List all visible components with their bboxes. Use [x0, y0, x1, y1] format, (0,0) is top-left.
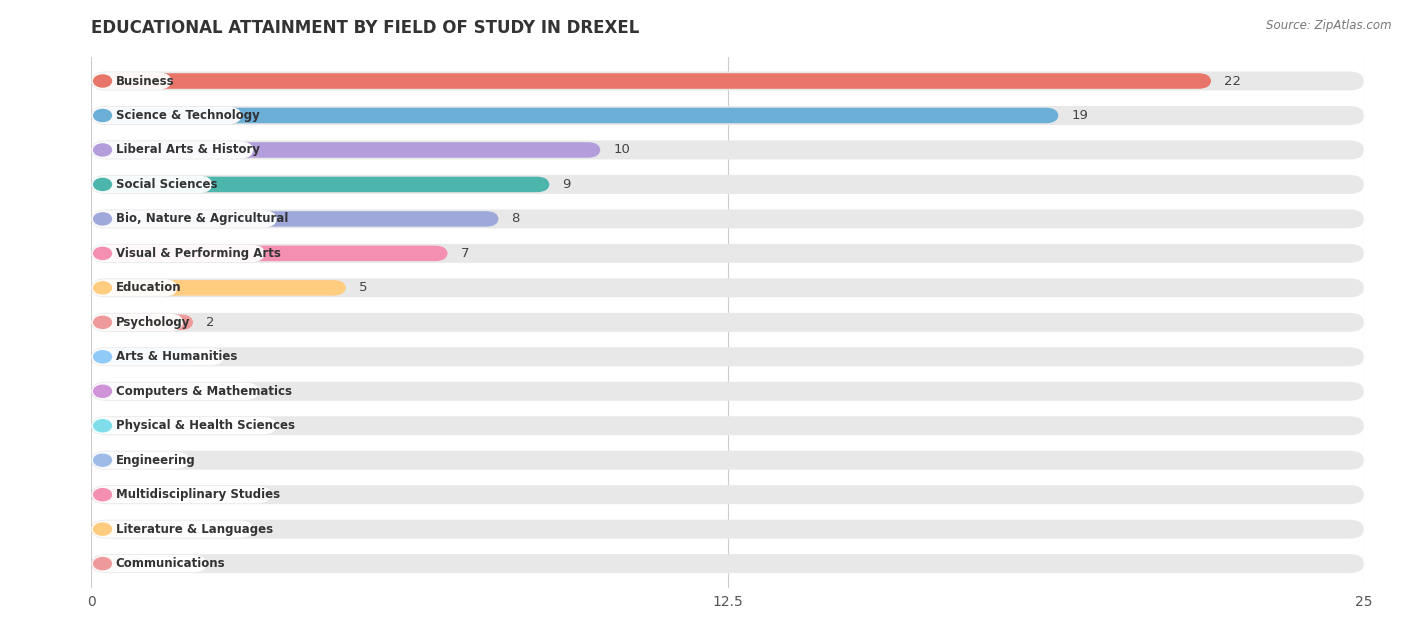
Text: 5: 5 — [359, 281, 367, 295]
FancyBboxPatch shape — [91, 348, 224, 365]
FancyBboxPatch shape — [91, 210, 277, 228]
Text: 19: 19 — [1071, 109, 1088, 122]
FancyBboxPatch shape — [91, 555, 207, 572]
Text: Liberal Arts & History: Liberal Arts & History — [115, 143, 260, 157]
Text: 2: 2 — [205, 350, 214, 363]
Text: Arts & Humanities: Arts & Humanities — [115, 350, 238, 363]
FancyBboxPatch shape — [91, 451, 1364, 470]
FancyBboxPatch shape — [91, 313, 1364, 332]
Text: Science & Technology: Science & Technology — [115, 109, 260, 122]
FancyBboxPatch shape — [91, 382, 1364, 401]
Text: 9: 9 — [562, 178, 571, 191]
FancyBboxPatch shape — [91, 278, 1364, 297]
Circle shape — [94, 178, 111, 190]
Text: Education: Education — [115, 281, 181, 295]
Text: Source: ZipAtlas.com: Source: ZipAtlas.com — [1267, 19, 1392, 32]
FancyBboxPatch shape — [91, 521, 253, 538]
Circle shape — [94, 351, 111, 363]
Text: Communications: Communications — [115, 557, 225, 570]
FancyBboxPatch shape — [91, 71, 1364, 90]
Circle shape — [94, 489, 111, 501]
Circle shape — [94, 316, 111, 329]
Circle shape — [94, 386, 111, 398]
Text: Social Sciences: Social Sciences — [115, 178, 218, 191]
Circle shape — [94, 247, 111, 259]
FancyBboxPatch shape — [91, 520, 1364, 538]
FancyBboxPatch shape — [91, 106, 1364, 125]
Text: Engineering: Engineering — [115, 454, 195, 466]
Text: Bio, Nature & Agricultural: Bio, Nature & Agricultural — [115, 212, 288, 226]
Circle shape — [94, 420, 111, 432]
FancyBboxPatch shape — [91, 486, 271, 503]
Text: Multidisciplinary Studies: Multidisciplinary Studies — [115, 488, 280, 501]
Circle shape — [94, 213, 111, 225]
Circle shape — [94, 454, 111, 466]
FancyBboxPatch shape — [91, 107, 1059, 123]
FancyBboxPatch shape — [91, 177, 550, 192]
FancyBboxPatch shape — [91, 348, 1364, 367]
Text: 0: 0 — [132, 454, 141, 466]
FancyBboxPatch shape — [91, 485, 1364, 504]
FancyBboxPatch shape — [91, 175, 1364, 194]
FancyBboxPatch shape — [91, 418, 120, 434]
FancyBboxPatch shape — [91, 245, 264, 262]
Circle shape — [94, 75, 111, 87]
Text: 2: 2 — [205, 316, 214, 329]
Text: Computers & Mathematics: Computers & Mathematics — [115, 385, 292, 398]
Text: 0: 0 — [132, 557, 141, 570]
FancyBboxPatch shape — [91, 315, 193, 330]
FancyBboxPatch shape — [91, 313, 183, 331]
FancyBboxPatch shape — [91, 453, 120, 468]
Circle shape — [94, 282, 111, 294]
FancyBboxPatch shape — [91, 211, 499, 227]
FancyBboxPatch shape — [91, 73, 172, 90]
FancyBboxPatch shape — [91, 521, 120, 537]
FancyBboxPatch shape — [91, 556, 120, 571]
Text: EDUCATIONAL ATTAINMENT BY FIELD OF STUDY IN DREXEL: EDUCATIONAL ATTAINMENT BY FIELD OF STUDY… — [91, 19, 640, 37]
Text: 8: 8 — [512, 212, 520, 226]
Text: Literature & Languages: Literature & Languages — [115, 523, 273, 536]
FancyBboxPatch shape — [91, 246, 447, 261]
FancyBboxPatch shape — [91, 142, 600, 158]
FancyBboxPatch shape — [91, 382, 259, 400]
FancyBboxPatch shape — [91, 176, 212, 193]
Text: Psychology: Psychology — [115, 316, 190, 329]
FancyBboxPatch shape — [91, 280, 346, 296]
Circle shape — [94, 109, 111, 121]
Text: 0: 0 — [132, 419, 141, 432]
Text: 0: 0 — [132, 488, 141, 501]
Text: Business: Business — [115, 75, 174, 87]
Text: 10: 10 — [613, 143, 630, 157]
Text: Visual & Performing Arts: Visual & Performing Arts — [115, 247, 281, 260]
Circle shape — [94, 144, 111, 156]
Text: 7: 7 — [460, 247, 468, 260]
FancyBboxPatch shape — [91, 142, 253, 159]
Text: Physical & Health Sciences: Physical & Health Sciences — [115, 419, 295, 432]
Text: 0: 0 — [132, 385, 141, 398]
FancyBboxPatch shape — [91, 73, 1211, 88]
FancyBboxPatch shape — [91, 452, 188, 469]
FancyBboxPatch shape — [91, 349, 193, 365]
Text: 0: 0 — [132, 523, 141, 536]
FancyBboxPatch shape — [91, 140, 1364, 159]
FancyBboxPatch shape — [91, 384, 120, 399]
Circle shape — [94, 523, 111, 535]
FancyBboxPatch shape — [91, 107, 242, 124]
FancyBboxPatch shape — [91, 209, 1364, 228]
Text: 22: 22 — [1223, 75, 1241, 87]
FancyBboxPatch shape — [91, 244, 1364, 263]
FancyBboxPatch shape — [91, 416, 1364, 435]
Circle shape — [94, 557, 111, 569]
FancyBboxPatch shape — [91, 279, 177, 296]
FancyBboxPatch shape — [91, 487, 120, 502]
FancyBboxPatch shape — [91, 554, 1364, 573]
FancyBboxPatch shape — [91, 417, 277, 434]
